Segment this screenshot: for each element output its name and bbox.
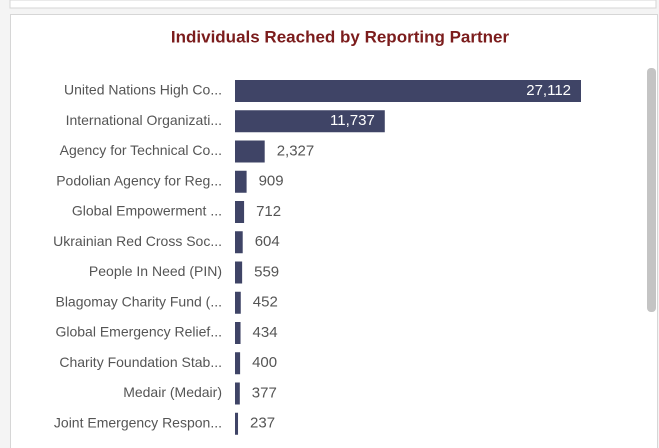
bar (235, 291, 241, 314)
value-label: 452 (253, 294, 278, 311)
value-label: 604 (255, 233, 280, 250)
top-panel (9, 0, 657, 9)
bar (235, 140, 265, 163)
bar (235, 412, 239, 435)
value-label: 377 (252, 384, 277, 401)
category-label: Blagomay Charity Fund (... (55, 293, 222, 309)
category-label: Global Emergency Relief... (55, 324, 222, 340)
category-label: Joint Emergency Respon... (54, 414, 222, 430)
bar (235, 201, 245, 223)
category-label: Global Empowerment ... (72, 203, 222, 219)
bar (235, 352, 241, 375)
category-label: Podolian Agency for Reg... (56, 172, 222, 188)
category-label: Agency for Technical Co... (60, 142, 222, 158)
value-label: 909 (259, 173, 284, 190)
value-label: 2,327 (277, 142, 315, 159)
category-label: Charity Foundation Stab... (59, 354, 222, 370)
bar (235, 261, 243, 284)
value-label: 237 (250, 415, 275, 432)
bar (235, 170, 247, 193)
value-label: 559 (254, 263, 279, 280)
category-label: Ukrainian Red Cross Soc... (53, 233, 222, 249)
chart-panel (10, 14, 658, 448)
bar (235, 80, 581, 102)
chart-title: Individuals Reached by Reporting Partner (171, 27, 510, 46)
value-label: 434 (253, 324, 278, 341)
bar (235, 110, 385, 133)
category-label: United Nations High Co... (64, 82, 222, 98)
category-label: Medair (Medair) (123, 384, 222, 400)
value-label: 11,737 (330, 112, 375, 129)
bar (235, 382, 240, 405)
value-label: 712 (256, 203, 281, 220)
value-label: 27,112 (526, 82, 571, 99)
bar (235, 231, 243, 254)
scrollbar-thumb[interactable] (647, 68, 656, 312)
value-label: 400 (252, 354, 277, 371)
category-label: People In Need (PIN) (89, 263, 222, 279)
bar (235, 322, 241, 344)
category-label: International Organizati... (66, 112, 222, 128)
